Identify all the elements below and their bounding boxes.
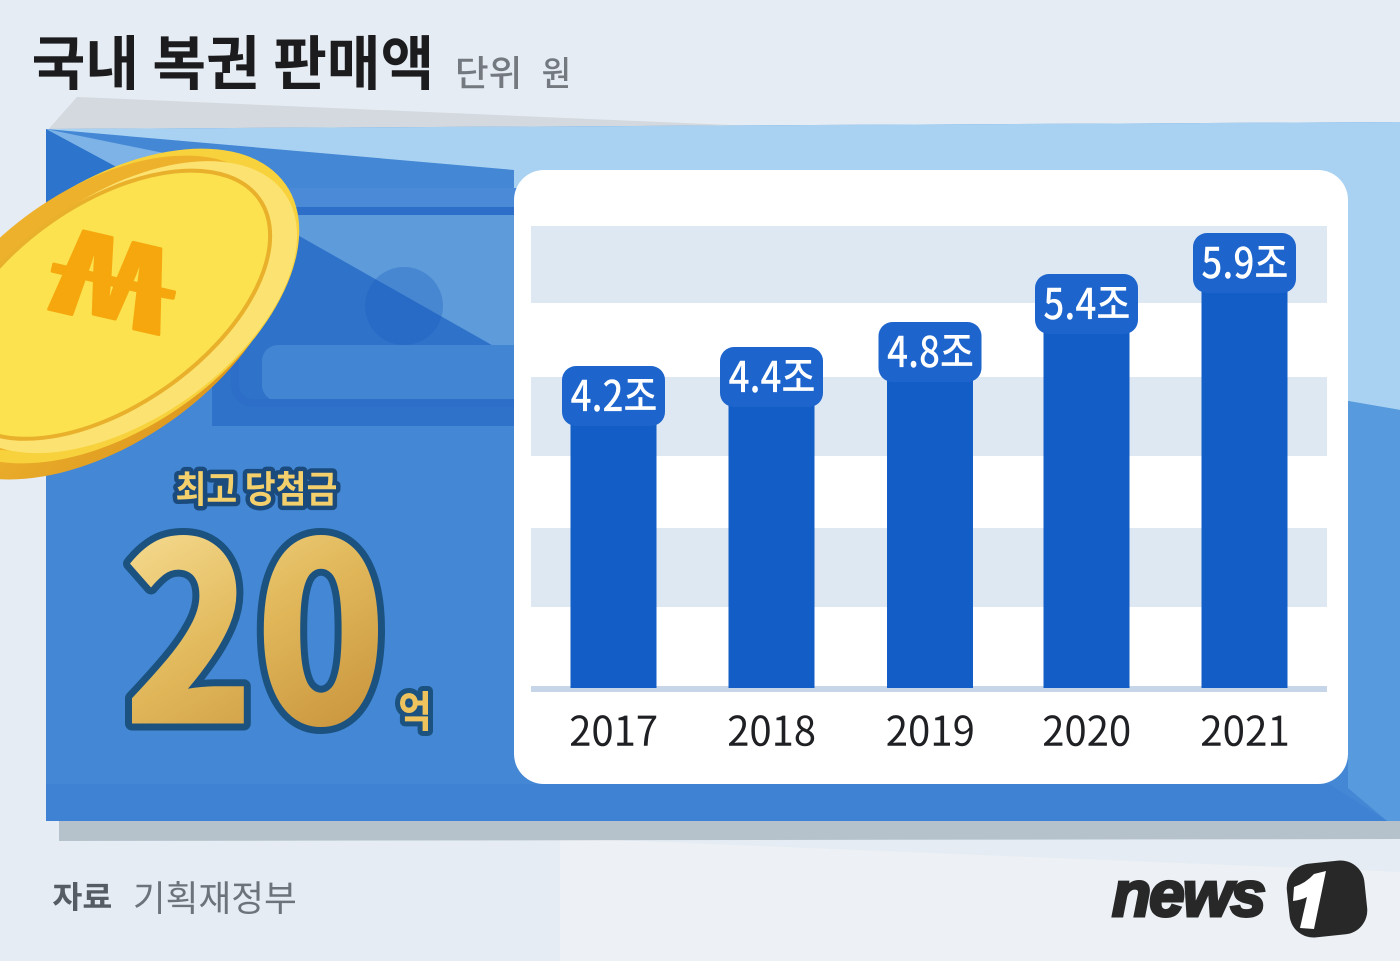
svg-text:news: news — [1112, 858, 1264, 930]
